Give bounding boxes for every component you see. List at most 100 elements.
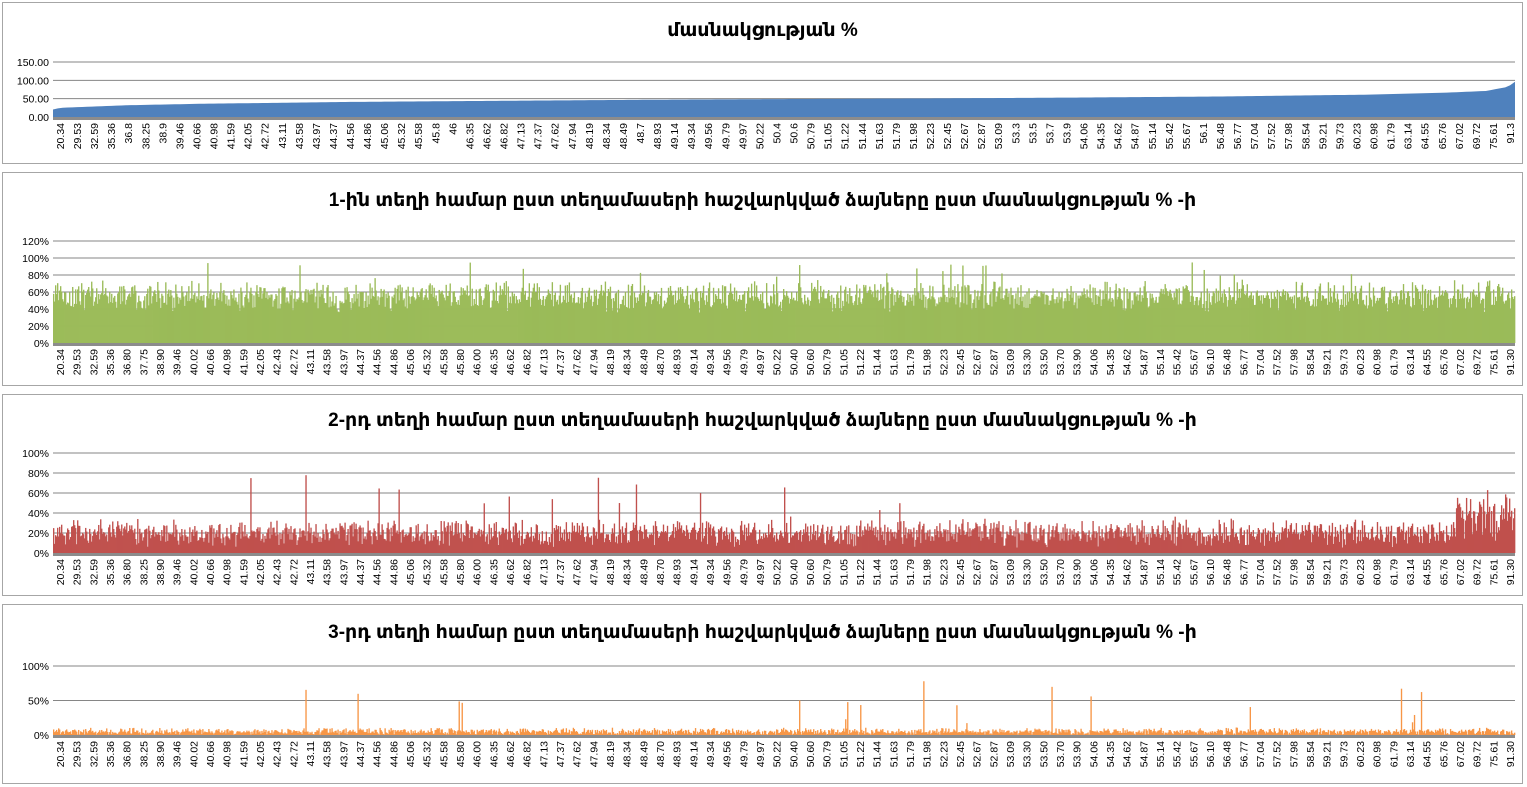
bar [888,291,890,343]
bar [486,290,488,343]
bar [893,305,895,343]
bar [1429,538,1432,553]
bar [1106,531,1108,553]
bar [1117,730,1119,735]
bar [1381,732,1384,735]
bar [885,732,887,735]
bar [221,730,223,735]
bar [242,531,244,553]
bar [1015,293,1017,343]
bar [666,297,669,343]
bar [817,280,819,343]
bar [1140,301,1142,343]
bar [118,525,120,553]
bar [335,730,337,735]
bar [637,301,640,343]
bar [1452,295,1455,343]
bar [1090,540,1092,553]
bar [952,533,954,553]
bar [1285,520,1288,553]
bar [555,301,558,343]
bar [1514,508,1516,553]
bar [738,544,741,553]
bar [1459,293,1462,343]
bar [870,529,872,553]
x-tick-label: 51.22 [855,349,867,375]
x-tick-label: 60.23 [1352,123,1364,149]
bar [1072,733,1074,735]
bar [559,526,562,553]
x-tick-label: 54.62 [1113,123,1125,149]
bar [85,294,87,343]
bar [1240,288,1242,343]
bar [690,298,693,343]
x-tick-label: 53.09 [1005,559,1017,585]
x-tick-label: 45.06 [405,349,417,375]
bar [782,730,784,735]
x-tick-label: 47.94 [588,349,600,375]
bar [1285,730,1288,735]
bar [1242,534,1244,553]
bar [407,731,409,735]
bar [1385,303,1388,343]
bar [105,731,107,735]
bar [388,529,390,553]
bar [100,294,102,343]
bar [461,541,463,553]
bar [848,303,850,343]
bar [424,544,426,553]
bar [1321,531,1324,553]
bar [1022,731,1024,735]
bar [256,528,258,553]
bar [1402,522,1405,553]
bar [1467,513,1470,553]
x-tick-label: 53.3 [1010,123,1022,144]
bar [897,522,899,553]
bar [710,730,713,735]
bar [1073,529,1075,553]
bar [1421,284,1424,343]
bar [740,520,743,553]
bar [556,299,559,343]
bar [1228,731,1230,735]
bar [1212,733,1214,735]
bar [940,730,942,735]
bar [1505,300,1508,343]
bar [1070,539,1072,553]
bar [865,285,867,343]
bar [1365,295,1368,343]
bar [614,293,617,343]
bar [1335,536,1338,553]
x-tick-label: 50.22 [772,349,784,375]
bar [414,300,416,343]
bar [366,729,368,735]
bar [364,536,366,553]
bar [313,531,315,553]
bar [967,522,969,553]
bar [224,545,226,553]
bar [1420,536,1423,553]
bar [540,541,543,553]
bar [213,734,215,735]
bar [1324,530,1327,553]
bar [1403,293,1406,343]
bar [215,299,217,343]
bar [123,285,125,343]
bar [981,732,983,735]
bar [715,545,718,553]
bar [1207,534,1209,553]
bar [58,728,60,735]
y-tick-label: 100% [22,253,49,265]
bar [1241,279,1243,343]
bar [973,732,975,735]
bar [294,528,296,553]
bar [151,303,153,343]
bar [1384,304,1387,343]
x-tick-label: 67.02 [1455,741,1467,767]
bar [907,293,909,343]
bar [1401,299,1404,343]
bar [1340,299,1343,343]
bar [1296,730,1299,735]
bar [694,289,697,343]
bar [144,296,146,343]
